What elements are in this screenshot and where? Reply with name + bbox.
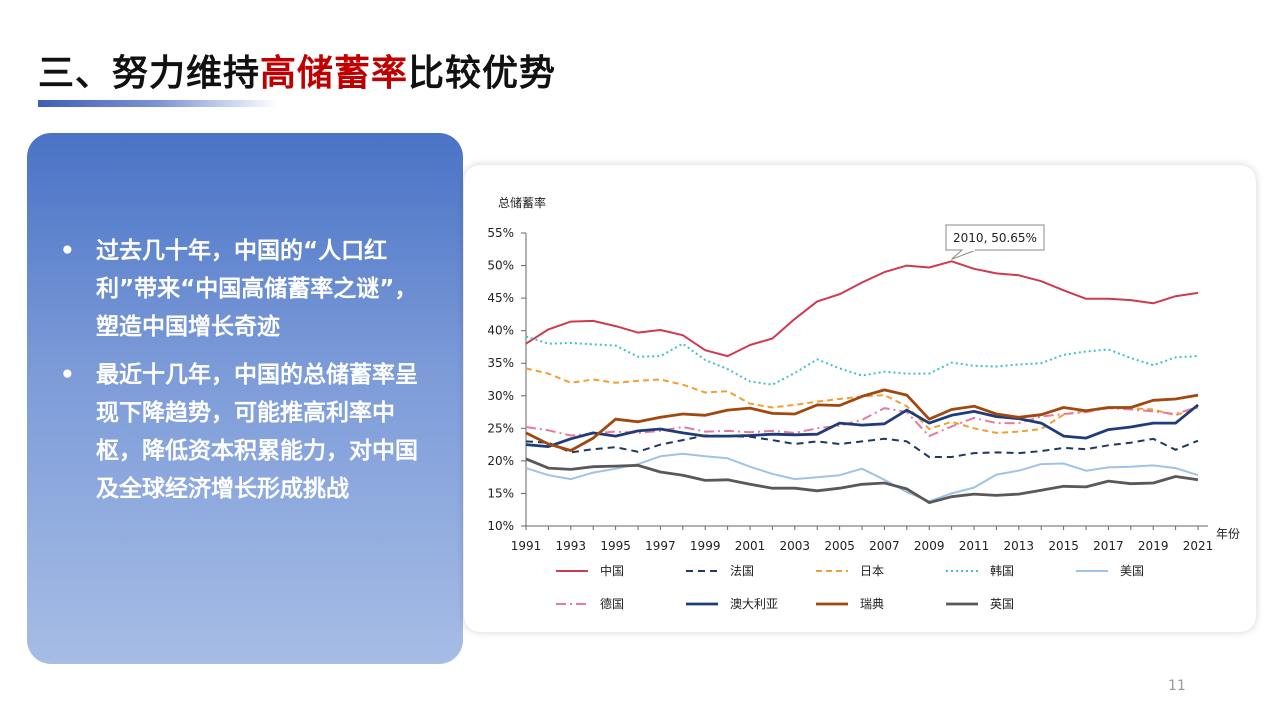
x-tick-label: 2011 bbox=[959, 539, 990, 553]
x-tick-label: 2019 bbox=[1138, 539, 1169, 553]
series-line bbox=[525, 260, 1199, 358]
legend-label: 德国 bbox=[600, 596, 624, 611]
bullet-text: 过去几十年，中国的“人口红利”带来“中国高储蓄率之谜”，塑造中国增长奇迹 bbox=[96, 238, 418, 340]
y-tick-label: 10% bbox=[487, 519, 514, 533]
annotation-box bbox=[945, 224, 1045, 251]
y-tick-label: 35% bbox=[487, 356, 514, 370]
series-line bbox=[525, 434, 1199, 458]
bullet-dot: • bbox=[60, 238, 75, 264]
series-line bbox=[525, 335, 1199, 386]
annotation-pointer bbox=[951, 249, 977, 260]
bullet-item: • 过去几十年，中国的“人口红利”带来“中国高储蓄率之谜”，塑造中国增长奇迹 bbox=[60, 232, 430, 346]
legend-label: 澳大利亚 bbox=[730, 597, 778, 611]
x-tick-label: 2007 bbox=[869, 539, 900, 553]
x-tick-label: 2009 bbox=[914, 539, 945, 553]
legend-label: 美国 bbox=[1120, 564, 1144, 578]
chart-card: 总储蓄率 10% 15% 20% 25% 30% 35% 40% 45% 50% 55% 1991 19… bbox=[464, 165, 1256, 632]
x-axis-label: 年份 bbox=[1216, 527, 1240, 541]
y-tick-label: 55% bbox=[487, 226, 514, 240]
legend-label: 中国 bbox=[600, 563, 624, 578]
y-tick-label: 15% bbox=[487, 486, 514, 500]
bullet-list: • 过去几十年，中国的“人口红利”带来“中国高储蓄率之谜”，塑造中国增长奇迹 • 最… bbox=[60, 232, 430, 518]
x-tick-label: 2013 bbox=[1004, 539, 1035, 553]
y-tick-label: 50% bbox=[487, 259, 514, 273]
title-suffix: 比较优势 bbox=[408, 53, 557, 94]
x-tick-label: 1995 bbox=[600, 539, 631, 553]
x-tick-label: 1991 bbox=[511, 539, 542, 553]
series-line bbox=[525, 388, 1199, 452]
legend-label: 英国 bbox=[990, 597, 1014, 611]
series-line bbox=[525, 403, 1199, 448]
x-tick-label: 1993 bbox=[556, 539, 587, 553]
savings-rate-line-chart: 总储蓄率 10% 15% 20% 25% 30% 35% 40% 45% 50% 55% 1991 19… bbox=[487, 195, 1240, 611]
bullet-dot: • bbox=[60, 362, 75, 388]
legend-label: 法国 bbox=[730, 564, 754, 578]
title-prefix: 三、努力维持 bbox=[38, 53, 261, 94]
x-tick-label: 2005 bbox=[824, 539, 855, 553]
series-line bbox=[525, 367, 1199, 434]
y-axis-label: 总储蓄率 bbox=[498, 195, 546, 210]
x-tick-label: 2003 bbox=[780, 539, 811, 553]
x-tick-label: 2021 bbox=[1183, 539, 1214, 553]
x-tick-label: 2015 bbox=[1048, 539, 1079, 553]
y-tick-label: 20% bbox=[487, 454, 514, 468]
bullet-item: • 最近十几年，中国的总储蓄率呈现下降趋势，可能推高利率中枢，降低资本积累能力，对… bbox=[60, 356, 430, 508]
title-underline bbox=[38, 100, 278, 107]
y-tick-label: 40% bbox=[487, 324, 514, 338]
legend-label: 瑞典 bbox=[860, 597, 884, 611]
summary-panel bbox=[27, 133, 463, 664]
x-tick-label: 1999 bbox=[690, 539, 721, 553]
annotation-label: 2010, 50.65% bbox=[953, 231, 1037, 245]
legend-label: 日本 bbox=[860, 564, 884, 578]
x-tick-label: 1997 bbox=[645, 539, 676, 553]
legend-label: 韩国 bbox=[990, 563, 1014, 578]
y-tick-label: 25% bbox=[487, 421, 514, 435]
y-tick-label: 30% bbox=[487, 389, 514, 403]
series-line bbox=[525, 457, 1199, 504]
series-line bbox=[525, 452, 1199, 503]
title-highlight: 高储蓄率 bbox=[260, 53, 409, 94]
x-tick-label: 2001 bbox=[735, 539, 766, 553]
y-tick-label: 45% bbox=[487, 291, 514, 305]
x-tick-label: 2017 bbox=[1093, 539, 1124, 553]
slide-title: 三、努力维持高储蓄率比较优势 bbox=[38, 44, 556, 96]
bullet-text: 最近十几年，中国的总储蓄率呈现下降趋势，可能推高利率中枢，降低资本积累能力，对中… bbox=[96, 362, 418, 502]
page-number: 11 bbox=[1168, 678, 1186, 694]
